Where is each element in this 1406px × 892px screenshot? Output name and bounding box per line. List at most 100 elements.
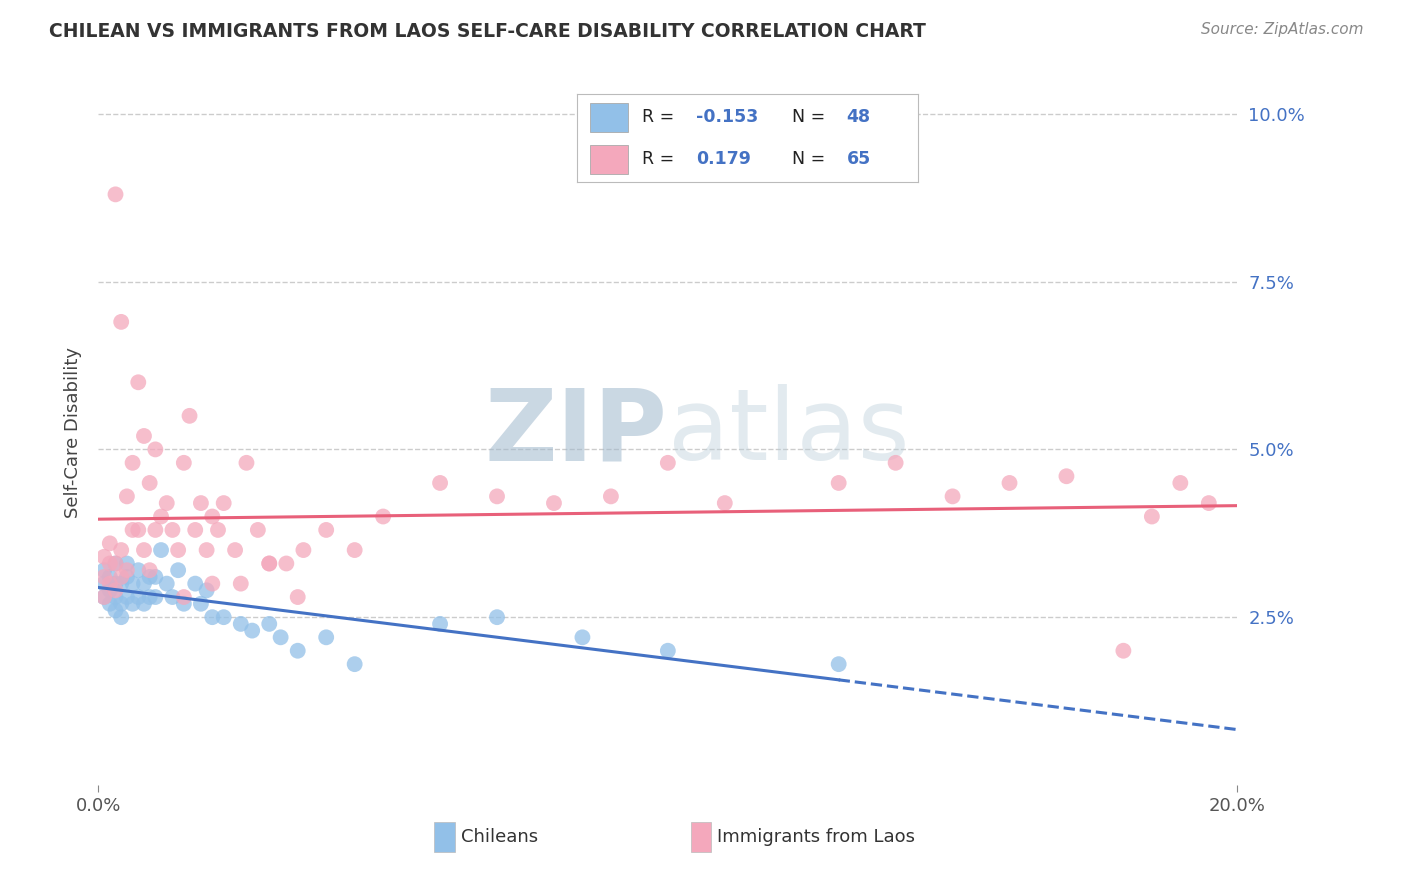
Point xyxy=(195,543,218,558)
Point xyxy=(1170,475,1192,490)
Point xyxy=(343,657,366,672)
Point xyxy=(121,597,143,611)
Point xyxy=(173,456,195,470)
Point xyxy=(138,570,160,584)
Point xyxy=(1056,469,1078,483)
Point xyxy=(93,549,115,564)
Point xyxy=(127,563,149,577)
Point xyxy=(110,570,132,584)
Point xyxy=(657,644,679,658)
Point xyxy=(127,590,149,604)
Point xyxy=(121,456,143,470)
Point xyxy=(104,603,127,617)
Point xyxy=(110,610,132,624)
Point xyxy=(259,616,281,631)
Point xyxy=(145,523,167,537)
Point xyxy=(229,616,252,631)
Point xyxy=(98,597,121,611)
Point xyxy=(127,376,149,390)
Point xyxy=(145,442,167,457)
Point xyxy=(184,576,207,591)
Point xyxy=(600,489,623,503)
Point xyxy=(98,583,121,598)
Point xyxy=(138,590,160,604)
Text: CHILEAN VS IMMIGRANTS FROM LAOS SELF-CARE DISABILITY CORRELATION CHART: CHILEAN VS IMMIGRANTS FROM LAOS SELF-CAR… xyxy=(49,22,927,41)
Point xyxy=(121,523,143,537)
Point xyxy=(179,409,201,423)
Point xyxy=(184,523,207,537)
Point xyxy=(167,543,190,558)
Point xyxy=(343,543,366,558)
Point xyxy=(884,456,907,470)
Point xyxy=(145,590,167,604)
Point xyxy=(104,576,127,591)
Point xyxy=(292,543,315,558)
Point xyxy=(98,576,121,591)
Point xyxy=(104,557,127,571)
Bar xyxy=(434,822,456,852)
Point xyxy=(110,597,132,611)
Point xyxy=(270,630,292,644)
Point xyxy=(132,576,155,591)
Point xyxy=(190,597,212,611)
Point xyxy=(201,509,224,524)
Point xyxy=(162,523,184,537)
Point xyxy=(201,610,224,624)
Point xyxy=(212,496,235,510)
Point xyxy=(98,570,121,584)
Point xyxy=(259,557,281,571)
Point xyxy=(195,583,218,598)
Point xyxy=(156,496,179,510)
Point xyxy=(486,610,509,624)
Point xyxy=(276,557,298,571)
Point xyxy=(115,570,138,584)
Point xyxy=(138,563,160,577)
Point xyxy=(1140,509,1163,524)
Point xyxy=(150,543,173,558)
Point xyxy=(132,429,155,443)
Point xyxy=(259,557,281,571)
Point xyxy=(121,576,143,591)
Point xyxy=(207,523,229,537)
Point xyxy=(229,576,252,591)
Y-axis label: Self-Care Disability: Self-Care Disability xyxy=(63,347,82,518)
Point xyxy=(127,523,149,537)
Point xyxy=(115,563,138,577)
Point xyxy=(190,496,212,510)
Point xyxy=(93,563,115,577)
Point xyxy=(132,543,155,558)
Point xyxy=(104,187,127,202)
Point xyxy=(224,543,246,558)
Point xyxy=(571,630,593,644)
Point xyxy=(942,489,965,503)
Point xyxy=(212,610,235,624)
Point xyxy=(104,583,127,598)
Point xyxy=(93,590,115,604)
Point xyxy=(104,557,127,571)
Point xyxy=(998,475,1021,490)
Point xyxy=(1112,644,1135,658)
Point xyxy=(150,509,173,524)
Point xyxy=(93,590,115,604)
Point xyxy=(156,576,179,591)
Point xyxy=(98,557,121,571)
Point xyxy=(104,590,127,604)
Point xyxy=(110,543,132,558)
Point xyxy=(162,590,184,604)
Point xyxy=(93,576,115,591)
Point xyxy=(543,496,565,510)
Point xyxy=(287,590,309,604)
Bar xyxy=(690,822,711,852)
Point xyxy=(132,597,155,611)
Point xyxy=(115,557,138,571)
Point xyxy=(110,576,132,591)
Point xyxy=(167,563,190,577)
Point xyxy=(145,570,167,584)
Point xyxy=(246,523,269,537)
Text: ZIP: ZIP xyxy=(485,384,668,481)
Point xyxy=(173,597,195,611)
Point xyxy=(235,456,257,470)
Point xyxy=(373,509,395,524)
Text: Immigrants from Laos: Immigrants from Laos xyxy=(717,828,915,847)
Point xyxy=(287,644,309,658)
